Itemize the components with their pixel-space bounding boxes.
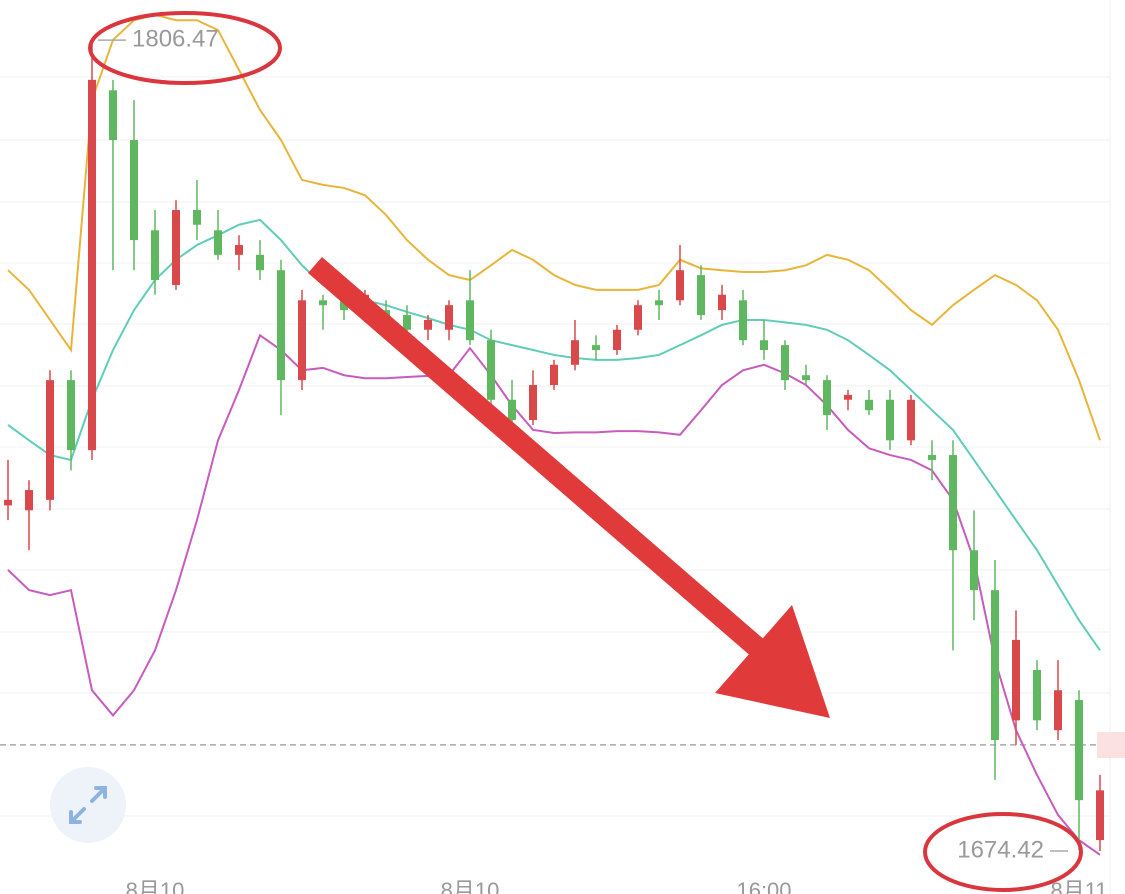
candle-body — [1096, 790, 1104, 841]
x-tick-label: 8月10 — [441, 878, 500, 894]
candle-body — [550, 364, 558, 386]
candle-body — [1054, 690, 1062, 731]
candle-body — [214, 230, 222, 255]
candle-body — [907, 399, 915, 441]
candle-body — [88, 79, 96, 451]
candle-body — [823, 380, 831, 416]
candle-body — [151, 230, 159, 281]
candle-body — [844, 394, 852, 400]
band-line — [7, 13, 1101, 441]
candle-body — [1075, 700, 1083, 801]
plot-area — [0, 13, 1125, 856]
candle-body — [760, 340, 768, 351]
candle-body — [1012, 639, 1020, 721]
band-line — [7, 333, 1101, 856]
candle-body — [424, 319, 432, 330]
candle-body — [319, 300, 327, 306]
candle-body — [109, 90, 117, 141]
candle-body — [802, 375, 810, 381]
candle-body — [676, 270, 684, 301]
candle-body — [298, 300, 306, 381]
candle-body — [739, 300, 747, 341]
candle-body — [970, 550, 978, 591]
candle-body — [235, 245, 243, 255]
candle-body — [508, 399, 516, 421]
candle-body — [571, 340, 579, 365]
max-label: 1806.47 — [132, 25, 219, 52]
candle-body — [697, 275, 705, 316]
candle-body — [403, 315, 411, 330]
x-tick-label: 8月11 — [1050, 878, 1107, 894]
candle-body — [634, 305, 642, 330]
markup-annotations — [88, 11, 1083, 892]
candle-body — [466, 300, 474, 341]
candle-body — [193, 210, 201, 225]
candle-body — [865, 399, 873, 411]
candle-body — [256, 254, 264, 271]
candle-body — [445, 305, 453, 330]
candle-body — [46, 380, 54, 500]
candle-body — [991, 590, 999, 740]
candle-body — [25, 490, 33, 511]
x-tick-label: 16:00 — [736, 878, 791, 894]
candle-body — [655, 300, 663, 306]
candle-body — [886, 399, 894, 441]
band-line — [7, 218, 1101, 651]
candle-body — [277, 270, 285, 381]
candle-body — [529, 385, 537, 421]
candle-body — [1033, 669, 1041, 721]
candle-body — [718, 294, 726, 311]
candle-body — [4, 499, 12, 506]
candle-body — [130, 140, 138, 241]
candle-body — [592, 345, 600, 351]
candle-body — [613, 329, 621, 351]
candle-body — [928, 455, 936, 460]
candle-body — [172, 210, 180, 285]
candle-body — [67, 380, 75, 451]
candle-body — [340, 300, 348, 311]
candle-body — [487, 340, 495, 400]
min-label: 1674.42 — [957, 836, 1044, 863]
price-tag — [1097, 732, 1125, 758]
x-tick-label: 8月10 — [126, 878, 185, 894]
candle-body — [781, 345, 789, 381]
candle-body — [949, 455, 957, 551]
expand-button[interactable] — [50, 767, 126, 843]
